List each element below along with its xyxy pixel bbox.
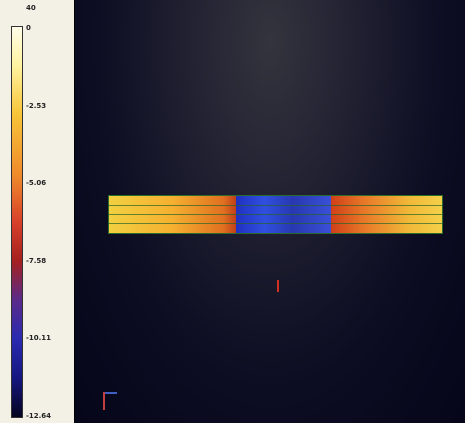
colorbar-panel: 40 0 -2.53 -5.06 -7.58 -10.11 -12.64 [0, 0, 74, 423]
colorbar-unit: 40 [26, 4, 36, 12]
axis-y [103, 392, 105, 410]
colorbar-tick-label: -2.53 [26, 101, 47, 110]
colorbar-tick-label: -12.64 [26, 412, 52, 420]
colorbar-tick-label: -7.58 [26, 256, 47, 265]
colorbar-tick-label: -5.06 [26, 179, 47, 188]
colorbar-tick-label: -10.11 [26, 334, 52, 343]
colorbar-tick-label: 0 [26, 24, 31, 32]
device [108, 195, 443, 234]
colorbar [11, 26, 23, 418]
probe [277, 280, 279, 292]
axis-x [103, 392, 117, 394]
field-view [75, 0, 465, 423]
